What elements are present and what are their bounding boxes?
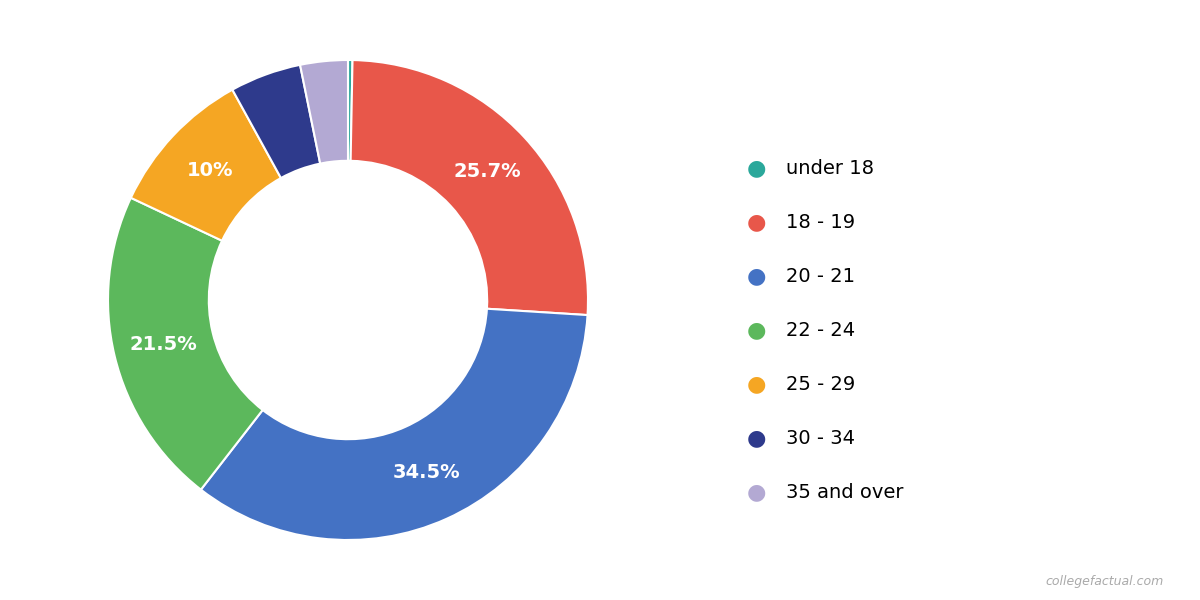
Text: ●: ● bbox=[746, 374, 766, 394]
Wedge shape bbox=[200, 309, 588, 540]
Text: 25 - 29: 25 - 29 bbox=[786, 374, 856, 394]
Wedge shape bbox=[108, 198, 263, 490]
Text: 21.5%: 21.5% bbox=[130, 335, 198, 354]
Text: under 18: under 18 bbox=[786, 158, 874, 178]
Text: collegefactual.com: collegefactual.com bbox=[1045, 575, 1164, 588]
Text: 22 - 24: 22 - 24 bbox=[786, 320, 856, 340]
Wedge shape bbox=[233, 65, 320, 178]
Text: ●: ● bbox=[746, 158, 766, 178]
Text: 34.5%: 34.5% bbox=[392, 463, 460, 482]
Text: ●: ● bbox=[746, 212, 766, 232]
Text: 30 - 34: 30 - 34 bbox=[786, 428, 854, 448]
Wedge shape bbox=[350, 60, 588, 315]
Wedge shape bbox=[131, 89, 281, 241]
Text: 10%: 10% bbox=[186, 161, 233, 180]
Text: 18 - 19: 18 - 19 bbox=[786, 212, 856, 232]
Text: ●: ● bbox=[746, 482, 766, 502]
Text: 20 - 21: 20 - 21 bbox=[786, 266, 854, 286]
Wedge shape bbox=[348, 60, 353, 161]
Wedge shape bbox=[300, 60, 348, 164]
Text: ●: ● bbox=[746, 266, 766, 286]
Text: 25.7%: 25.7% bbox=[454, 162, 521, 181]
Text: ●: ● bbox=[746, 320, 766, 340]
Text: ●: ● bbox=[746, 428, 766, 448]
Text: 35 and over: 35 and over bbox=[786, 482, 904, 502]
